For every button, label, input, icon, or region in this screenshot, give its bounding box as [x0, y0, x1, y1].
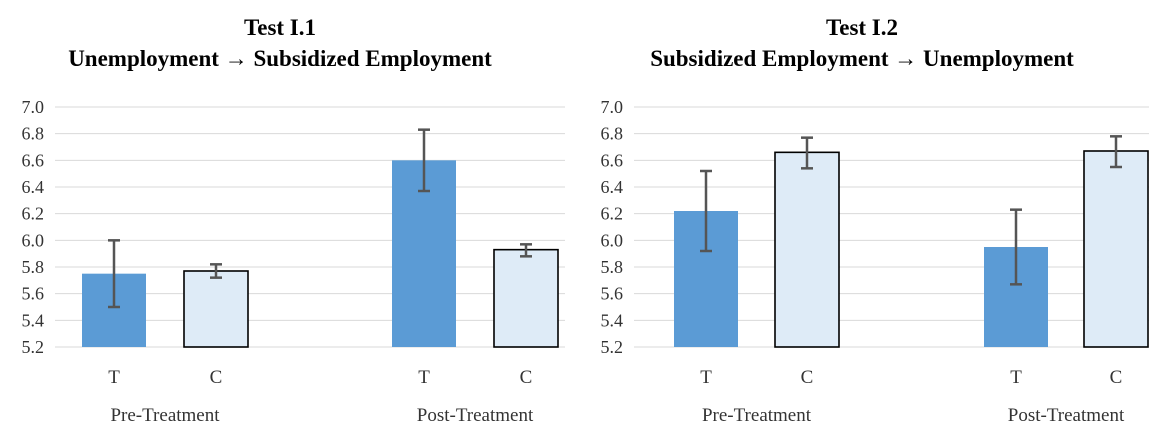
- x-group-label: Pre-Treatment: [702, 405, 812, 426]
- y-tick-label: 7.0: [601, 97, 624, 117]
- x-group-label: Pre-Treatment: [110, 405, 220, 426]
- y-tick-label: 5.8: [22, 257, 45, 277]
- x-category-label: T: [108, 367, 120, 388]
- y-tick-label: 6.2: [601, 204, 624, 224]
- x-category-label: C: [801, 367, 814, 388]
- x-group-label: Post-Treatment: [417, 405, 534, 426]
- y-tick-label: 6.4: [22, 177, 45, 197]
- chart-title: Test I.1: [244, 15, 316, 40]
- x-category-label: C: [1110, 367, 1123, 388]
- bar-chart-test-i2: 5.2 5.4 5.6 5.8 6.0 6.2 6.4 6.6 6.8 7.0 T C Pre-Trea…: [601, 97, 1149, 426]
- y-tick-label: 6.2: [22, 204, 45, 224]
- y-tick-label: 6.0: [601, 230, 624, 250]
- x-category-label: T: [418, 367, 430, 388]
- x-group-label: Post-Treatment: [1008, 405, 1125, 426]
- y-tick-label: 5.8: [601, 257, 624, 277]
- bar-control: [1083, 150, 1149, 348]
- y-tick-label: 6.4: [601, 177, 624, 197]
- x-category-label: T: [700, 367, 712, 388]
- y-tick-label: 5.2: [601, 337, 624, 357]
- y-tick-label: 7.0: [22, 97, 45, 117]
- chart-panel-test-i2: Test I.2 Subsidized Employment → Unemplo…: [579, 0, 1157, 426]
- chart-subtitle: Subsidized Employment → Unemployment: [650, 46, 1074, 71]
- x-category-label: C: [520, 367, 533, 388]
- y-tick-label: 6.8: [601, 124, 624, 144]
- chart-title: Test I.2: [826, 15, 898, 40]
- bar-control: [183, 270, 249, 348]
- y-tick-label: 6.6: [601, 150, 624, 170]
- y-tick-label: 5.6: [601, 284, 624, 304]
- bar-chart-test-i1: 5.2 5.4 5.6 5.8 6.0 6.2 6.4 6.6 6.8 7.0 T C Pre-Trea…: [22, 97, 565, 426]
- chart-panel-test-i1: Test I.1 Unemployment → Subsidized Emplo…: [0, 0, 578, 426]
- bar-control: [774, 151, 840, 348]
- y-tick-label: 5.6: [22, 284, 45, 304]
- chart-subtitle: Unemployment → Subsidized Employment: [68, 46, 492, 71]
- y-tick-label: 6.6: [22, 150, 45, 170]
- x-category-label: T: [1010, 367, 1022, 388]
- y-tick-label: 5.2: [22, 337, 45, 357]
- x-category-label: C: [210, 367, 223, 388]
- y-tick-label: 5.4: [601, 310, 624, 330]
- y-tick-label: 6.0: [22, 230, 45, 250]
- bar-control: [493, 248, 559, 348]
- y-tick-label: 5.4: [22, 310, 45, 330]
- y-tick-label: 6.8: [22, 124, 45, 144]
